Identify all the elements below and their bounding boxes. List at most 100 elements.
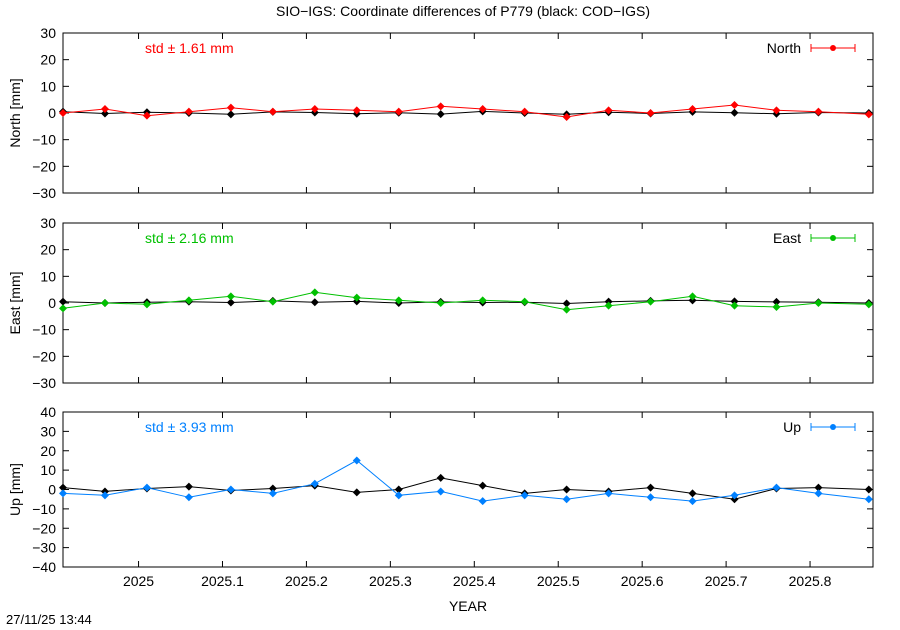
sio-igs-data-point — [814, 299, 823, 307]
sio-igs-data-point — [814, 489, 823, 498]
y-tick-label: 10 — [40, 268, 56, 284]
y-tick-label: 10 — [40, 78, 56, 94]
sio-igs-data-point — [604, 489, 613, 498]
sio-igs-data-point — [772, 303, 781, 311]
sio-igs-data-point — [226, 103, 235, 112]
sio-igs-data-point — [562, 113, 571, 121]
cod-igs-data-point — [184, 482, 193, 491]
sio-igs-data-point — [730, 301, 739, 310]
cod-igs-series-line — [62, 299, 869, 305]
y-axis-label: Up [mm] — [7, 463, 23, 516]
sio-igs-data-point — [688, 105, 697, 113]
sio-igs-data-point — [142, 300, 151, 309]
y-tick-label: −20 — [32, 520, 56, 536]
sio-igs-data-point — [562, 495, 571, 504]
cod-igs-data-point — [478, 481, 487, 490]
std-annotation: std ± 1.61 mm — [145, 40, 234, 56]
cod-igs-data-point — [394, 485, 403, 494]
sio-igs-data-point — [268, 297, 277, 306]
sio-igs-data-point — [352, 106, 361, 115]
sio-igs-data-point — [688, 497, 697, 506]
x-tick-label: 2025.8 — [789, 573, 832, 589]
y-axis-label: North [mm] — [7, 78, 23, 147]
cod-igs-data-point — [436, 110, 445, 119]
sio-igs-data-point — [394, 296, 403, 305]
sio-igs-data-point — [59, 489, 67, 498]
sio-igs-data-point — [562, 305, 571, 314]
y-tick-label: 0 — [48, 295, 56, 311]
y-tick-label: −10 — [32, 132, 56, 148]
cod-igs-data-point — [646, 483, 655, 492]
sio-igs-data-point — [184, 296, 193, 305]
cod-igs-data-point — [100, 109, 109, 118]
sio-igs-data-point — [478, 497, 487, 506]
cod-igs-data-point — [352, 488, 361, 497]
sio-igs-series-line — [62, 459, 869, 502]
cod-igs-data-point — [268, 484, 277, 493]
y-tick-label: 30 — [40, 423, 56, 439]
legend-label: North — [767, 40, 801, 56]
y-tick-label: −30 — [32, 375, 56, 391]
sio-igs-data-point — [394, 107, 403, 116]
sio-igs-data-point — [59, 109, 67, 117]
sio-igs-data-point — [59, 304, 67, 313]
sio-igs-data-point — [268, 489, 277, 498]
y-tick-label: 20 — [40, 242, 56, 258]
sio-igs-data-point — [100, 491, 109, 500]
y-tick-label: 20 — [40, 52, 56, 68]
sio-igs-data-point — [772, 106, 781, 115]
cod-igs-data-point — [730, 108, 739, 117]
legend-label: East — [773, 230, 801, 246]
cod-igs-data-point — [59, 483, 67, 492]
y-tick-label: −30 — [32, 185, 56, 201]
sio-igs-data-point — [478, 105, 487, 113]
sio-igs-data-point — [100, 105, 109, 113]
cod-igs-data-point — [864, 485, 873, 494]
sio-igs-data-point — [352, 293, 361, 302]
sio-igs-data-point — [730, 491, 739, 500]
sio-igs-data-point — [688, 292, 697, 301]
x-tick-label: 2025.7 — [705, 573, 748, 589]
sio-igs-data-point — [184, 493, 193, 502]
sio-igs-data-point — [352, 456, 361, 465]
x-axis-label: YEAR — [449, 598, 487, 614]
legend-label: Up — [783, 419, 801, 435]
x-tick-label: 2025.1 — [201, 573, 244, 589]
cod-igs-data-point — [688, 489, 697, 498]
sio-igs-data-point — [310, 288, 319, 297]
std-annotation: std ± 3.93 mm — [145, 419, 234, 435]
sio-igs-data-point — [730, 101, 739, 109]
y-axis-label: East [mm] — [7, 271, 23, 334]
sio-igs-data-point — [268, 107, 277, 116]
y-tick-label: 0 — [48, 105, 56, 121]
cod-igs-data-point — [310, 298, 319, 307]
y-tick-label: 20 — [40, 443, 56, 459]
sio-igs-series-line — [62, 291, 869, 311]
footer-timestamp: 27/11/25 13:44 — [6, 612, 92, 627]
legend-marker — [830, 235, 836, 241]
sio-igs-data-point — [436, 299, 445, 307]
sio-igs-data-point — [142, 111, 151, 120]
y-tick-label: 30 — [40, 25, 56, 41]
sio-igs-data-point — [864, 495, 873, 504]
y-tick-label: −30 — [32, 540, 56, 556]
sio-igs-data-point — [226, 292, 235, 301]
x-tick-label: 2025.6 — [621, 573, 664, 589]
sio-igs-data-point — [394, 491, 403, 500]
cod-igs-data-point — [436, 473, 445, 482]
x-tick-label: 2025.4 — [453, 573, 496, 589]
x-tick-label: 2025.3 — [369, 573, 412, 589]
sio-igs-data-point — [604, 106, 613, 115]
cod-igs-data-point — [562, 299, 571, 308]
sio-igs-data-point — [772, 483, 781, 492]
y-tick-label: 40 — [40, 404, 56, 420]
sio-igs-series-line — [62, 104, 869, 118]
y-tick-label: 10 — [40, 462, 56, 478]
sio-igs-data-point — [520, 107, 529, 116]
x-tick-label: 2025 — [123, 573, 154, 589]
legend-marker — [830, 45, 836, 51]
plot-frame — [62, 411, 874, 568]
cod-igs-data-point — [226, 298, 235, 307]
y-tick-label: 30 — [40, 215, 56, 231]
